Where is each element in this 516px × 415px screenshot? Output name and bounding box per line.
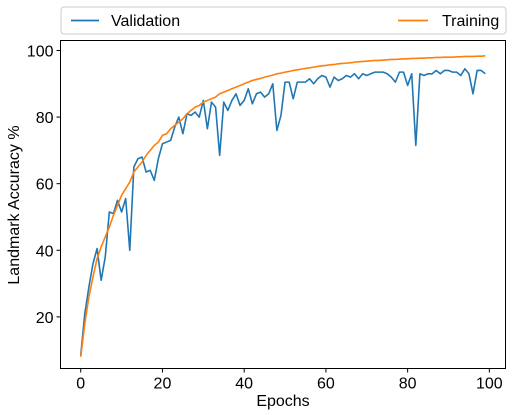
legend-label-validation: Validation <box>111 13 180 30</box>
x-tick-label: 0 <box>76 376 85 393</box>
legend: Validation Training <box>60 6 507 35</box>
y-axis-ticks: 20 40 60 80 100 <box>27 43 61 327</box>
y-tick-label: 80 <box>36 110 54 127</box>
x-tick-label: 100 <box>476 376 503 393</box>
plot-frame <box>60 40 506 369</box>
y-tick-label: 100 <box>27 43 54 60</box>
x-tick-label: 80 <box>399 376 417 393</box>
x-tick-label: 40 <box>235 376 253 393</box>
legend-label-training: Training <box>442 13 499 30</box>
x-tick-label: 20 <box>154 376 172 393</box>
y-axis-label: Landmark Accuracy % <box>6 125 23 284</box>
x-tick-label: 60 <box>317 376 335 393</box>
series-line-validation <box>79 68 486 356</box>
plot-area: 0 20 40 60 80 100 20 40 60 80 100 <box>27 40 506 393</box>
series-layer <box>79 55 486 357</box>
y-tick-label: 60 <box>36 177 54 194</box>
legend-frame <box>60 6 507 35</box>
x-axis-label: Epochs <box>256 393 309 410</box>
x-axis-ticks: 0 20 40 60 80 100 <box>76 368 503 393</box>
y-tick-label: 20 <box>36 310 54 327</box>
y-tick-label: 40 <box>36 243 54 260</box>
series-line-training <box>79 55 486 357</box>
